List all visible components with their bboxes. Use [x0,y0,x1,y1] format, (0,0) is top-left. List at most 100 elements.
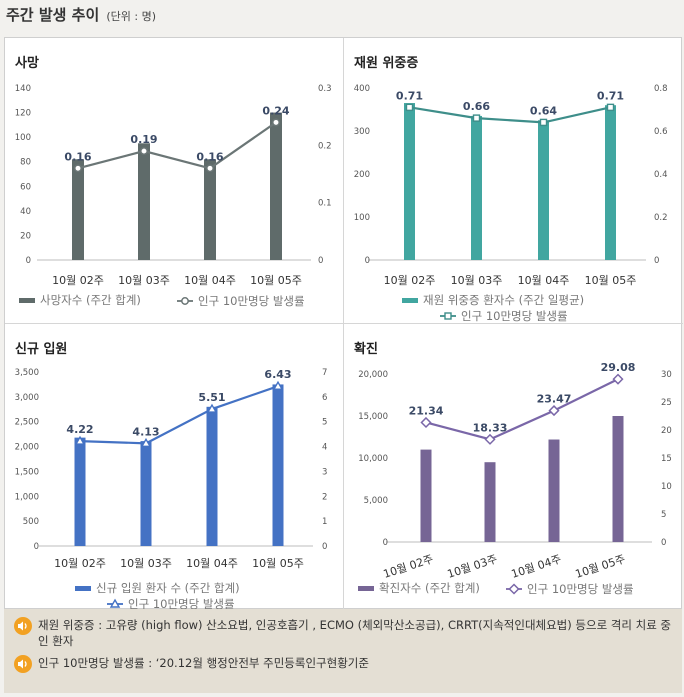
y-tick-label: 10,000 [358,454,388,464]
x-tick-label: 10월 03주 [451,274,503,287]
data-label: 0.71 [597,89,624,102]
y2-tick-label: 1 [322,517,327,527]
bar [270,112,282,260]
chart-confirmed: 0 5,000 10,000 15,000 20,000 0 5 10 15 20 25 30 21.3… [358,361,672,596]
x-tick-label: 10월 05주 [574,552,627,580]
y-tick-label: 1,000 [15,492,39,502]
bar [138,143,150,260]
y2-tick-label: 2 [322,492,327,502]
x-tick-label: 10월 04주 [184,274,236,287]
data-label: 23.47 [537,393,572,406]
y-tick-label: 5,000 [364,496,388,506]
x-tick-label: 10월 03주 [446,552,499,580]
y-tick-label: 40 [20,207,31,217]
chart-title-severe: 재원 위중증 [354,56,419,71]
data-label: 0.64 [530,104,557,117]
bar [420,449,432,542]
data-label: 0.16 [64,150,91,163]
data-label: 21.34 [409,404,444,417]
y2-tick-label: 0 [322,542,327,552]
legend-bar-swatch [358,586,374,591]
legend-bar-swatch [19,298,35,303]
footnote-text: 인구 10만명당 발생률 : ‘20.12월 행정안전부 주민등록인구현황기준 [38,656,369,670]
y2-tick-label: 0.8 [654,84,668,94]
y-tick-label: 0 [383,538,388,548]
data-label: 29.08 [601,361,636,374]
legend-line-label: 인구 10만명당 발생률 [198,294,305,308]
y2-tick-label: 5 [661,510,666,520]
y-tick-label: 80 [20,158,31,168]
data-label: 0.66 [463,100,490,113]
y2-tick-label: 3 [322,467,327,477]
data-label: 4.13 [132,425,159,438]
y2-tick-label: 0 [654,256,659,266]
y2-tick-label: 4 [322,443,327,453]
legend-line-marker [508,583,520,595]
data-label: 4.22 [66,423,93,436]
data-label: 0.16 [196,150,223,163]
y-tick-label: 3,000 [15,393,39,403]
chart-title-deaths: 사망 [15,56,39,71]
line-point [612,373,624,385]
x-tick-label: 10월 05주 [250,274,302,287]
series-line [409,106,611,124]
legend-bar-label: 확진자수 (주간 합계) [379,581,480,595]
y-tick-label: 0 [365,256,370,266]
y-tick-label: 15,000 [358,412,388,422]
line-point [206,403,218,413]
y2-tick-label: 6 [322,393,327,403]
bar [484,462,496,542]
y-tick-label: 0 [26,256,31,266]
y-tick-label: 100 [354,213,370,223]
line-point [606,103,615,112]
bar [538,120,549,260]
bar [72,159,84,260]
y2-tick-label: 30 [661,370,672,380]
legend-bar-label: 신규 입원 환자 수 (주간 합계) [96,581,240,595]
bar [548,439,560,542]
x-tick-label: 10월 04주 [518,274,570,287]
line-point [74,164,82,173]
chart-admissions: 0 500 1,000 1,500 2,000 2,500 3,000 3,500 0 1 2 3 4 5… [15,368,328,610]
y2-tick-label: 0 [318,256,323,266]
chart-panel-deaths: 0 20 40 60 80 100 120 140 0 0.1 0.2 0.3 0.16 0.19 0.16… [5,38,344,324]
chart-severe: 0 100 200 300 400 0 0.2 0.4 0.6 0.8 0.71 0.66 0.64 0.… [354,84,668,323]
y2-tick-label: 25 [661,398,672,408]
y2-tick-label: 0.1 [318,199,332,209]
data-label: 0.24 [262,104,289,117]
bar [404,103,415,260]
legend-line-label: 인구 10만명당 발생률 [128,597,235,610]
x-tick-label: 10월 05주 [585,274,637,287]
y-tick-label: 500 [23,517,39,527]
page-header: 주간 발생 추이 (단위 : 명) [6,4,156,28]
x-tick-label: 10월 04주 [186,557,238,570]
line-point [272,118,280,127]
y2-tick-label: 0 [661,538,666,548]
chart-panel-severe: 0 100 200 300 400 0 0.2 0.4 0.6 0.8 0.71 0.66 0.64 0.… [344,38,683,324]
y-tick-label: 0 [34,542,39,552]
bar [605,105,616,260]
chart-panel-admissions: 0 500 1,000 1,500 2,000 2,500 3,000 3,500 0 1 2 3 4 5… [5,324,344,610]
bar [471,115,482,260]
y-tick-label: 3,500 [15,368,39,378]
legend-line-label: 인구 10만명당 발생률 [527,582,634,596]
line-point [206,164,214,173]
bar [74,437,86,546]
y2-tick-label: 0.6 [654,127,668,137]
speaker-icon [14,617,32,635]
legend-bar-swatch [402,298,418,303]
page-title: 주간 발생 추이 [6,6,100,24]
line-point [140,437,152,448]
y-tick-label: 1,500 [15,467,39,477]
y-tick-label: 140 [15,84,31,94]
series-line [79,385,279,445]
footnote-rate-basis: 인구 10만명당 발생률 : ‘20.12월 행정안전부 주민등록인구현황기준 [14,655,672,673]
footnote-severe-definition: 재원 위중증 : 고유량 (high flow) 산소요법, 인공호흡기 , E… [14,617,672,649]
x-tick-label: 10월 02주 [54,557,106,570]
y-tick-label: 120 [15,109,31,119]
line-point [539,118,548,127]
bar [272,384,284,546]
y-tick-label: 300 [354,127,370,137]
line-point [272,380,284,390]
line-point [405,103,414,112]
